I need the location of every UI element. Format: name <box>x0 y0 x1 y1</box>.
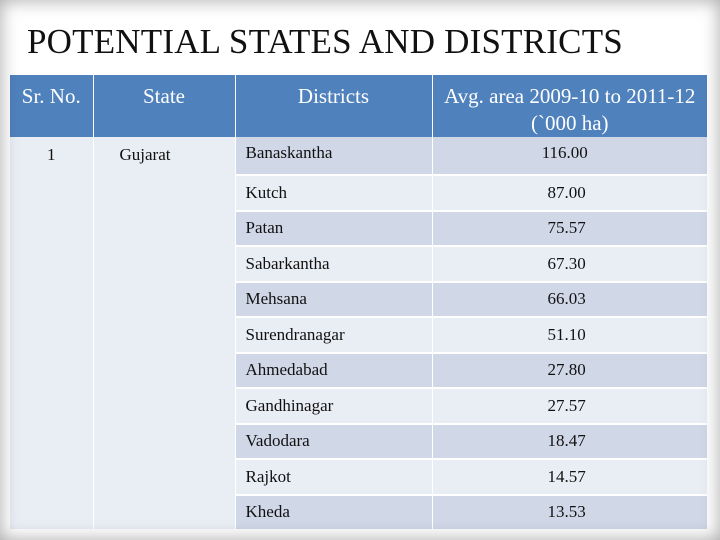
district-cell: Kutch <box>235 175 433 212</box>
district-cell: Mehsana <box>235 281 433 318</box>
table-header-row: Sr. No. State Districts Avg. area 2009-1… <box>10 75 707 137</box>
table-row: Patan 75.57 <box>10 210 707 247</box>
avg-area-cell: 75.57 <box>432 210 707 247</box>
avg-area-cell: 67.30 <box>432 246 707 283</box>
table-row: Surendranagar 51.10 <box>10 317 707 354</box>
header-sr-no: Sr. No. <box>10 75 94 137</box>
table-row: 1 Gujarat Banaskantha 116.00 <box>10 137 707 531</box>
avg-area-cell: 51.10 <box>432 317 707 354</box>
avg-area-cell: 14.57 <box>432 459 707 496</box>
page-title: POTENTIAL STATES AND DISTRICTS <box>27 22 623 61</box>
table-row: Vadodara 18.47 <box>10 423 707 460</box>
avg-area-cell: 18.47 <box>432 423 707 460</box>
district-cell: Gandhinagar <box>235 388 433 425</box>
district-cell: Surendranagar <box>235 317 433 354</box>
district-cell: Kheda <box>235 494 433 531</box>
table-row: Kutch 87.00 <box>10 175 707 212</box>
district-cell: Patan <box>235 210 433 247</box>
avg-area-cell: 87.00 <box>432 175 707 212</box>
table-row: Sabarkantha 67.30 <box>10 246 707 283</box>
header-avg-area: Avg. area 2009-10 to 2011-12 (`000 ha) <box>432 75 707 137</box>
avg-area-cell: 116.00 <box>432 137 707 176</box>
district-cell: Sabarkantha <box>235 246 433 283</box>
table-row: Gandhinagar 27.57 <box>10 388 707 425</box>
table-row: Ahmedabad 27.80 <box>10 352 707 389</box>
table-row: Kheda 13.53 <box>10 494 707 531</box>
district-cell: Vadodara <box>235 423 433 460</box>
district-cell: Rajkot <box>235 459 433 496</box>
state-cell: Gujarat <box>93 137 236 531</box>
districts-table: Sr. No. State Districts Avg. area 2009-1… <box>10 75 707 531</box>
district-cell: Ahmedabad <box>235 352 433 389</box>
avg-area-cell: 27.80 <box>432 352 707 389</box>
table-row: Rajkot 14.57 <box>10 459 707 496</box>
avg-area-cell: 13.53 <box>432 494 707 531</box>
table-row: Mehsana 66.03 <box>10 281 707 318</box>
header-state: State <box>93 75 236 137</box>
header-districts: Districts <box>235 75 433 137</box>
districts-table-container: Sr. No. State Districts Avg. area 2009-1… <box>10 75 707 540</box>
sr-no-cell: 1 <box>10 137 94 531</box>
table-body: 1 Gujarat Banaskantha 116.00 Kutch 87.00 Patan… <box>10 137 707 531</box>
district-cell: Banaskantha <box>235 137 433 176</box>
avg-area-cell: 66.03 <box>432 281 707 318</box>
avg-area-cell: 27.57 <box>432 388 707 425</box>
